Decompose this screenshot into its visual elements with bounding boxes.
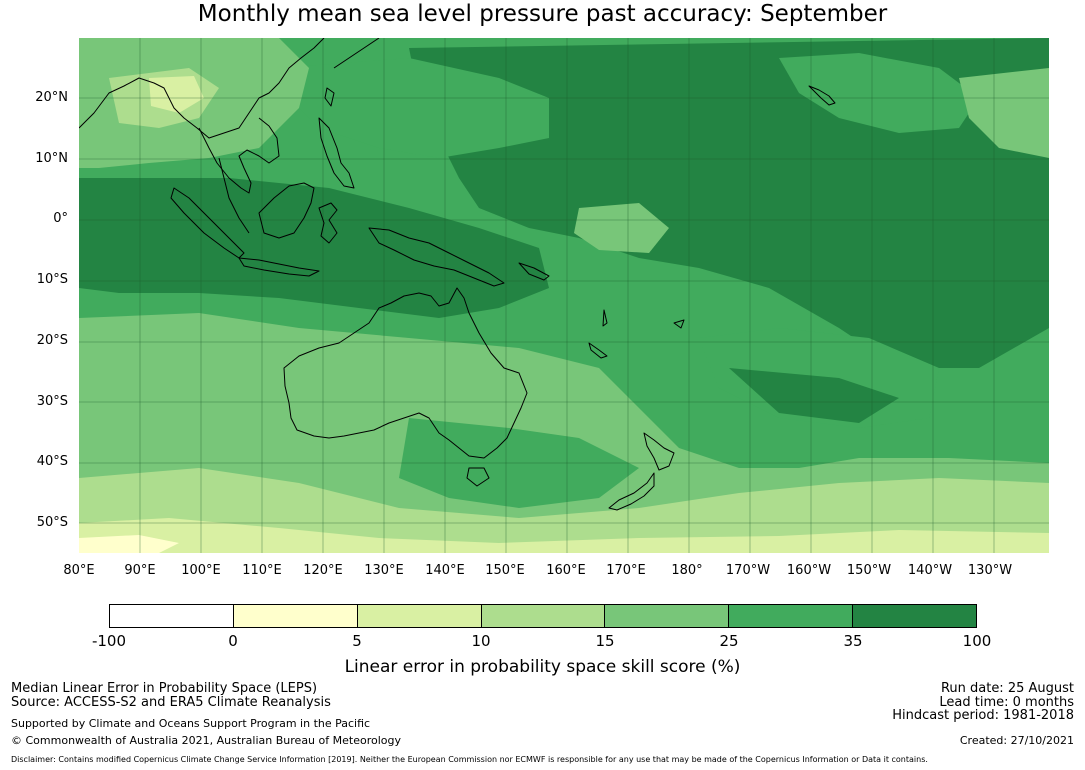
coastlines — [79, 38, 836, 511]
colorbar-tick: -100 — [91, 632, 127, 650]
lat-label-10n: 10°N — [35, 151, 68, 166]
lon-label-130w: 130°W — [967, 563, 1013, 578]
island-java — [238, 257, 320, 277]
lon-label-170w: 170°W — [725, 563, 771, 578]
island-new-guinea — [368, 227, 505, 287]
region-very-low-skill-southwest — [79, 535, 179, 553]
colorbar-segment-5 — [605, 605, 730, 627]
island-borneo — [258, 182, 315, 239]
footer-created: Created: 27/10/2021 — [959, 734, 1074, 747]
lon-label-90e: 90°E — [124, 563, 156, 578]
colorbar-segment-2 — [233, 605, 358, 627]
lon-label-140w: 140°W — [907, 563, 953, 578]
lat-label-30s: 30°S — [36, 394, 68, 409]
lat-label-10s: 10°S — [36, 272, 68, 287]
island-sulawesi — [318, 202, 338, 244]
lon-label-160e: 160°E — [546, 563, 586, 578]
region-lower-skill-south — [79, 468, 1049, 553]
region-mid-skill-south — [399, 418, 639, 508]
colorbar-segment-6 — [729, 605, 854, 627]
colorbar-segment-4 — [481, 605, 606, 627]
region-low-skill-northeast — [959, 68, 1049, 158]
island-solomons — [518, 262, 550, 281]
footer-source: Source: ACCESS-S2 and ERA5 Climate Reana… — [11, 695, 331, 710]
colorbar-tick: 35 — [843, 632, 863, 650]
footer-support: Supported by Climate and Oceans Support … — [11, 717, 371, 730]
colorbar-segment-1 — [110, 605, 234, 627]
region-mid-skill-east — [779, 53, 979, 133]
colorbar-label: Linear error in probability space skill … — [344, 657, 741, 677]
footer-run-date: Run date: 25 August — [940, 681, 1074, 696]
lat-label-0: 0° — [53, 211, 68, 226]
footer-disclaimer: Disclaimer: Contains modified Copernicus… — [11, 755, 928, 764]
lat-label-50s: 50°S — [36, 515, 68, 530]
lon-label-150e: 150°E — [485, 563, 525, 578]
island-new-caledonia — [588, 342, 608, 359]
footer-copyright: © Commonwealth of Australia 2021, Austra… — [11, 734, 401, 747]
coast-malay-peninsula — [218, 157, 250, 234]
lon-label-150w: 150°W — [846, 563, 892, 578]
lon-label-160w: 160°W — [786, 563, 832, 578]
region-lowest-skill-south — [79, 518, 1049, 553]
lon-label-120e: 120°E — [303, 563, 343, 578]
island-fiji — [673, 319, 685, 329]
lon-label-140e: 140°E — [425, 563, 465, 578]
island-japan-south — [333, 38, 380, 69]
island-sumatra — [170, 187, 245, 259]
region-lowest-skill-northwest — [149, 76, 204, 113]
lon-label-80e: 80°E — [63, 563, 95, 578]
region-low-skill-equator — [574, 203, 669, 253]
coast-asia-mainland — [79, 38, 325, 139]
chart-title: Monthly mean sea level pressure past acc… — [197, 1, 888, 27]
lat-label-40s: 40°S — [36, 454, 68, 469]
footer-lead-time: Lead time: 0 months — [939, 695, 1074, 710]
australia — [283, 287, 528, 459]
region-high-skill-tropics — [79, 178, 549, 318]
lat-label-20n: 20°N — [35, 90, 68, 105]
footer-method: Median Linear Error in Probability Space… — [11, 681, 318, 696]
colorbar — [109, 604, 977, 628]
colorbar-tick: 10 — [471, 632, 491, 650]
colorbar-tick: 25 — [719, 632, 739, 650]
region-high-skill-southeast — [729, 368, 899, 423]
coast-indochina — [198, 117, 280, 194]
footer-hindcast: Hindcast period: 1981-2018 — [892, 708, 1074, 723]
colorbar-tick: 5 — [352, 632, 362, 650]
new-zealand-north — [643, 432, 675, 471]
lon-label-180: 180° — [671, 563, 703, 578]
lat-label-20s: 20°S — [36, 333, 68, 348]
lon-label-100e: 100°E — [181, 563, 221, 578]
colorbar-segment-3 — [357, 605, 482, 627]
island-vanuatu — [602, 309, 608, 327]
lon-label-170e: 170°E — [606, 563, 646, 578]
colorbar-segment-7 — [853, 605, 977, 627]
island-tasmania — [466, 467, 490, 487]
region-mid-skill-north — [279, 58, 549, 158]
colorbar-tick: 100 — [962, 632, 992, 650]
lon-label-130e: 130°E — [364, 563, 404, 578]
lon-label-110e: 110°E — [242, 563, 282, 578]
island-taiwan — [324, 87, 335, 107]
island-hawaii — [808, 85, 836, 106]
new-zealand-south — [608, 472, 655, 511]
skill-map-svg — [79, 38, 1049, 553]
island-philippines — [318, 117, 355, 189]
colorbar-tick: 0 — [228, 632, 238, 650]
skill-map — [79, 38, 1049, 553]
graticule — [79, 38, 1049, 553]
colorbar-tick: 15 — [595, 632, 615, 650]
